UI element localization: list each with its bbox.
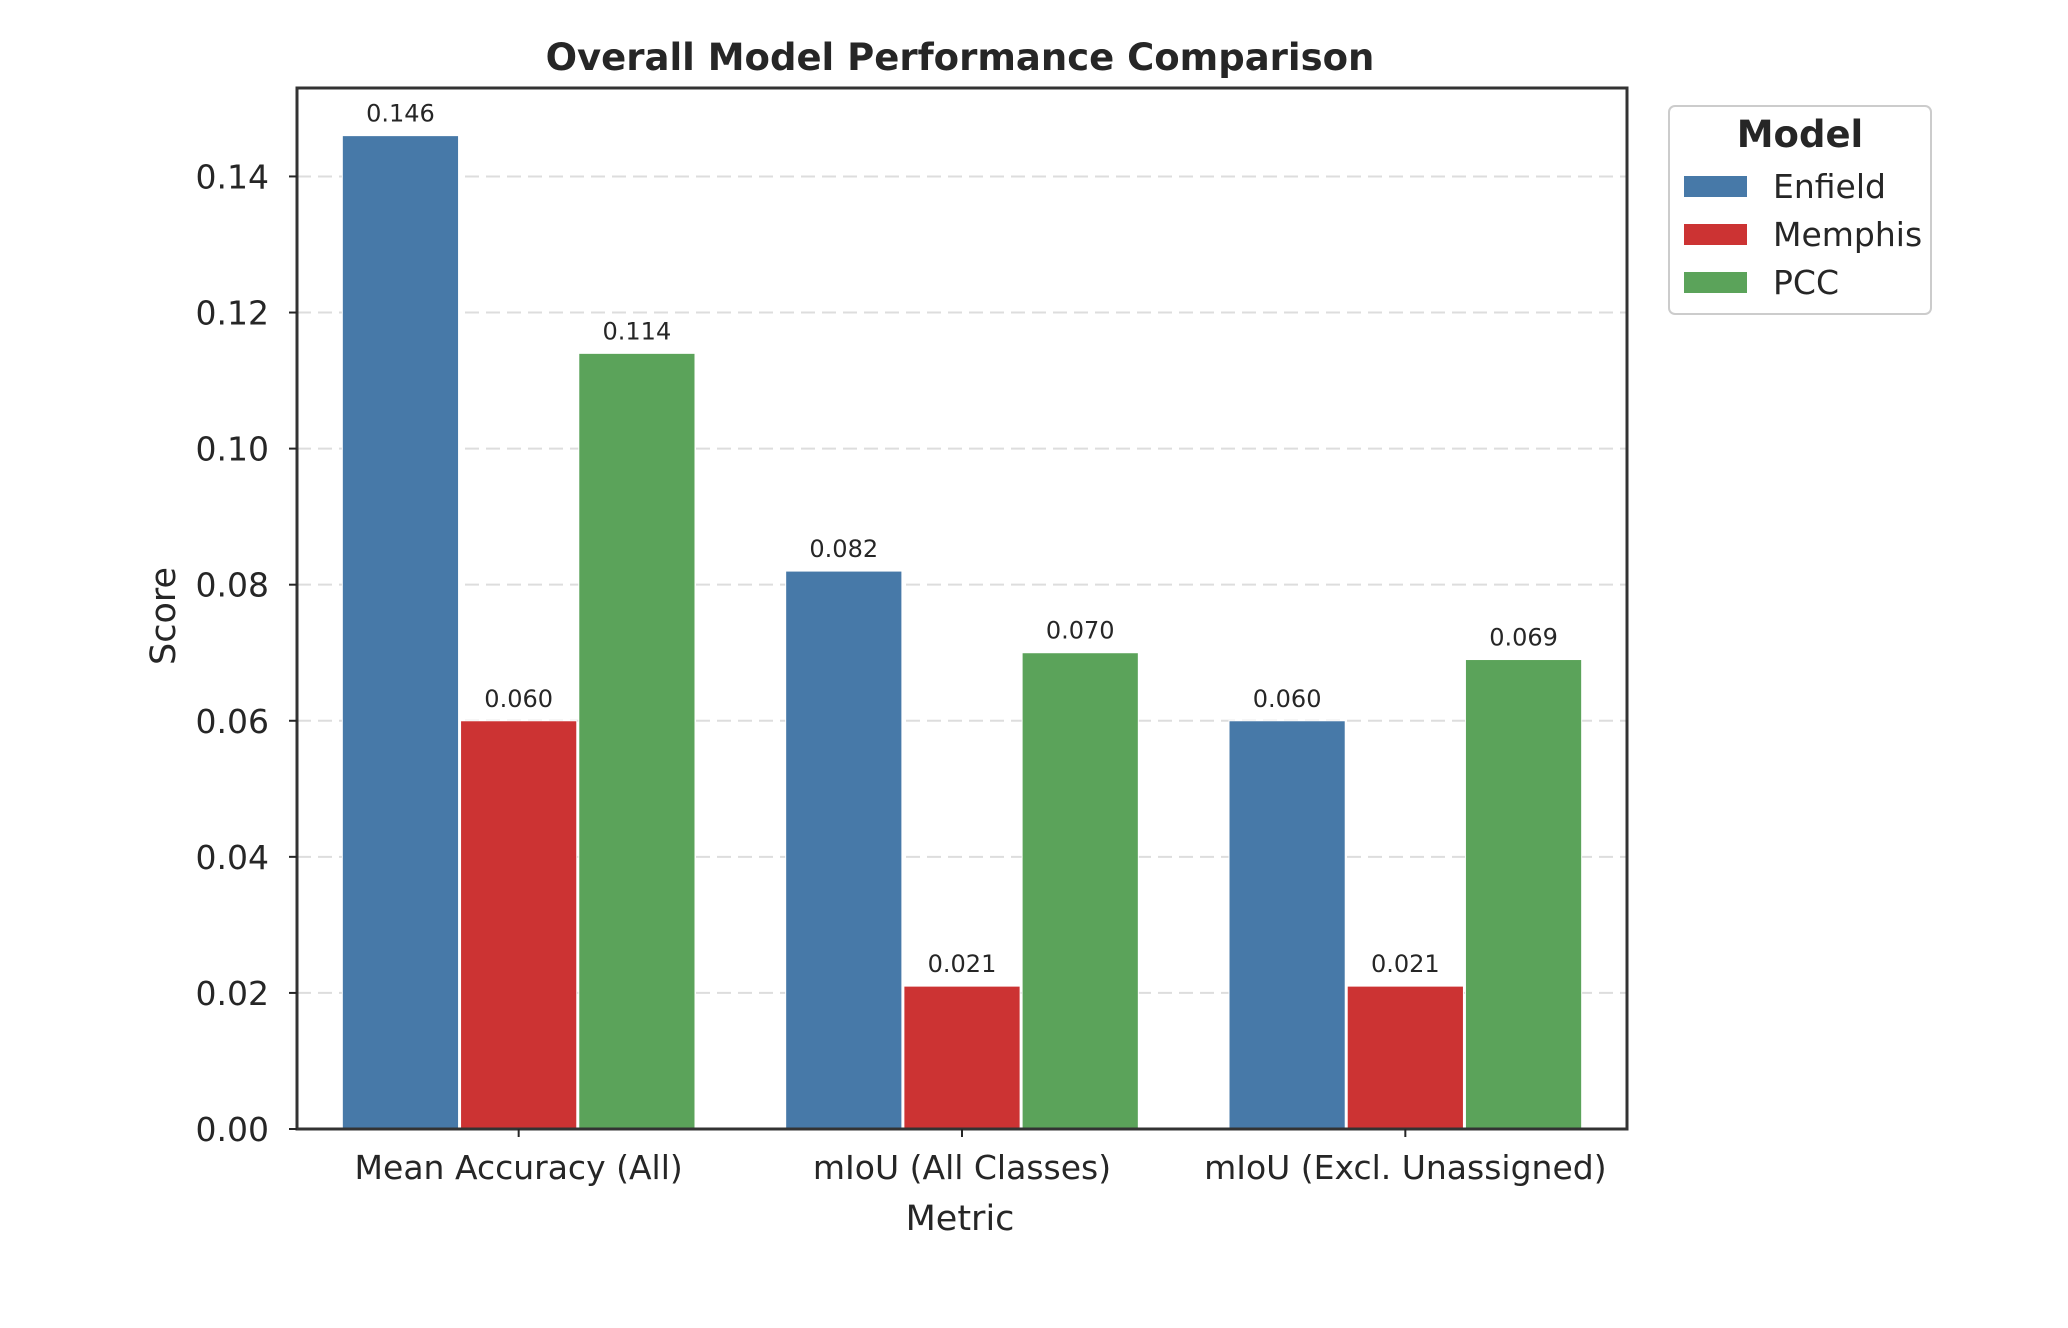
legend-label-memphis: Memphis — [1773, 215, 1922, 254]
bar-memphis — [903, 985, 1021, 1130]
legend: Model Enfield Memphis PCC — [1668, 105, 1932, 315]
legend-title: Model — [1737, 113, 1864, 156]
y-tick-label: 0.10 — [196, 430, 269, 469]
value-label: 0.070 — [1046, 617, 1115, 645]
bar-memphis — [460, 720, 578, 1130]
value-label: 0.082 — [809, 535, 878, 563]
value-label: 0.146 — [366, 100, 435, 128]
y-tick-label: 0.12 — [196, 294, 269, 333]
y-tick-label: 0.14 — [196, 157, 269, 196]
legend-label-enfield: Enfield — [1773, 167, 1886, 206]
x-tick-label: mIoU (Excl. Unassigned) — [1204, 1148, 1607, 1187]
bar-pcc — [1021, 652, 1139, 1130]
bar-memphis — [1346, 985, 1464, 1130]
bar-pcc — [578, 352, 696, 1130]
value-label: 0.114 — [603, 317, 672, 345]
y-tick-label: 0.04 — [196, 838, 269, 877]
value-label: 0.069 — [1489, 624, 1558, 652]
y-tick-label: 0.02 — [196, 974, 269, 1013]
value-label: 0.021 — [1371, 950, 1440, 978]
legend-label-pcc: PCC — [1773, 263, 1839, 302]
y-axis-ticks: 0.00 0.02 0.04 0.06 0.08 0.10 0.12 0.14 — [196, 157, 297, 1149]
y-tick-label: 0.00 — [196, 1110, 269, 1149]
bar-enfield — [341, 135, 460, 1130]
legend-frame — [1668, 105, 1932, 315]
bar-enfield — [1228, 720, 1346, 1130]
legend-swatch-enfield — [1684, 176, 1747, 197]
bars — [341, 135, 1583, 1130]
legend-swatch-memphis — [1684, 224, 1747, 245]
legend-swatch-pcc — [1684, 272, 1747, 293]
chart-title: Overall Model Performance Comparison — [546, 36, 1375, 79]
value-labels: 0.146 0.060 0.114 0.082 0.021 0.070 0.060 0.021… — [366, 100, 1558, 978]
bar-pcc — [1464, 659, 1583, 1130]
x-tick-label: Mean Accuracy (All) — [355, 1148, 683, 1187]
x-tick-label: mIoU (All Classes) — [813, 1148, 1111, 1187]
y-tick-label: 0.06 — [196, 702, 269, 741]
value-label: 0.060 — [484, 685, 553, 713]
x-axis-label: Metric — [906, 1199, 1015, 1239]
value-label: 0.021 — [928, 950, 997, 978]
y-axis-label: Score — [144, 567, 184, 665]
x-axis-ticks: Mean Accuracy (All) mIoU (All Classes) mIo… — [355, 1129, 1607, 1187]
value-label: 0.060 — [1253, 685, 1322, 713]
bar-enfield — [785, 570, 903, 1130]
y-tick-label: 0.08 — [196, 566, 269, 605]
